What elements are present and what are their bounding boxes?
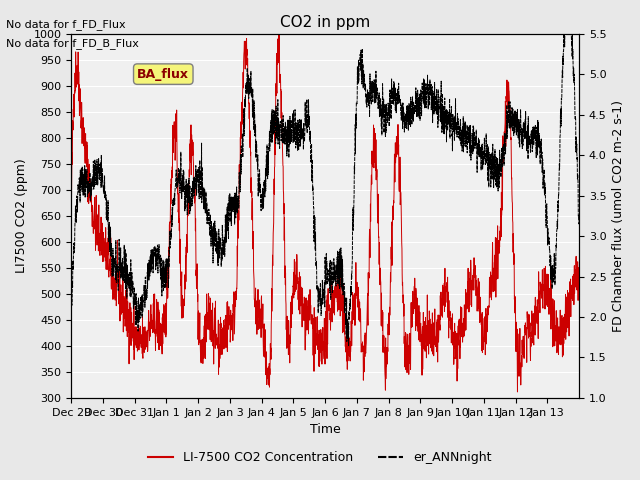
LI-7500 CO2 Concentration	[228, 312, 236, 318]
er_ANNnight	[228, 205, 236, 211]
Text: No data for f_FD_Flux: No data for f_FD_Flux	[6, 19, 126, 30]
LI-7500 CO2 Concentration	[575, 277, 583, 283]
LI-7500 CO2 Concentration	[276, 31, 284, 37]
Y-axis label: LI7500 CO2 (ppm): LI7500 CO2 (ppm)	[15, 158, 28, 273]
LI-7500 CO2 Concentration	[507, 112, 515, 118]
LI-7500 CO2 Concentration	[514, 389, 522, 395]
er_ANNnight	[560, 31, 568, 37]
Legend: LI-7500 CO2 Concentration, er_ANNnight: LI-7500 CO2 Concentration, er_ANNnight	[143, 446, 497, 469]
er_ANNnight	[478, 153, 486, 159]
er_ANNnight	[356, 60, 364, 66]
Line: er_ANNnight: er_ANNnight	[71, 34, 579, 346]
er_ANNnight	[507, 120, 515, 126]
LI-7500 CO2 Concentration	[67, 202, 75, 207]
Y-axis label: FD Chamber flux (umol CO2 m-2 s-1): FD Chamber flux (umol CO2 m-2 s-1)	[612, 100, 625, 332]
LI-7500 CO2 Concentration	[118, 309, 126, 314]
LI-7500 CO2 Concentration	[568, 294, 576, 300]
er_ANNnight	[67, 303, 75, 309]
Title: CO2 in ppm: CO2 in ppm	[280, 15, 371, 30]
er_ANNnight	[118, 269, 126, 275]
Text: BA_flux: BA_flux	[137, 68, 189, 81]
er_ANNnight	[575, 220, 583, 226]
LI-7500 CO2 Concentration	[478, 313, 486, 319]
er_ANNnight	[345, 343, 353, 348]
LI-7500 CO2 Concentration	[356, 311, 364, 316]
Line: LI-7500 CO2 Concentration: LI-7500 CO2 Concentration	[71, 34, 579, 392]
er_ANNnight	[568, 54, 576, 60]
Text: No data for f_FD_B_Flux: No data for f_FD_B_Flux	[6, 38, 140, 49]
X-axis label: Time: Time	[310, 423, 340, 436]
